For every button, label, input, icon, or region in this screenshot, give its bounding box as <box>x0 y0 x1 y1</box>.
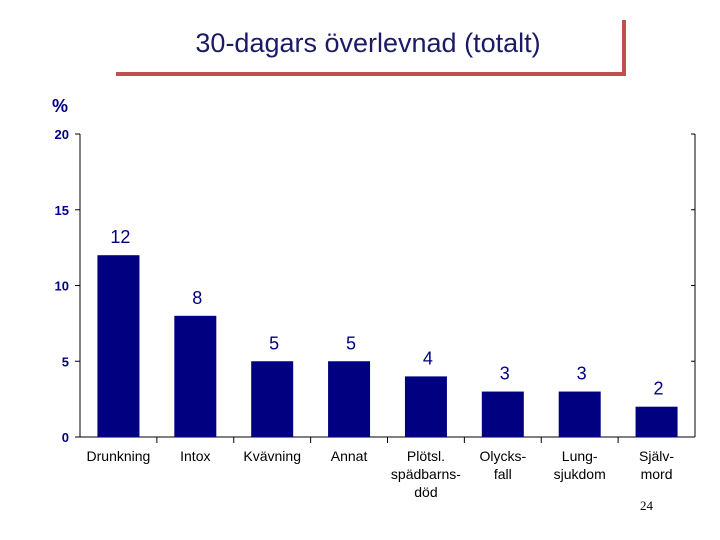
data-label: 8 <box>192 288 202 308</box>
bar <box>558 391 601 437</box>
category-label: Olycks- <box>479 448 526 464</box>
category-label: fall <box>494 466 512 482</box>
category-label: Drunkning <box>87 448 151 464</box>
data-label: 12 <box>110 227 130 247</box>
y-tick-label: 10 <box>55 279 69 294</box>
category-label: död <box>414 484 437 500</box>
title-underline-bar <box>116 72 626 76</box>
bar <box>404 376 447 437</box>
category-label: sjukdom <box>554 466 606 482</box>
category-label: spädbarns- <box>391 466 461 482</box>
y-tick-label: 5 <box>62 354 69 369</box>
x-axis <box>80 436 695 443</box>
bars <box>97 255 678 437</box>
data-labels: 12 8 5 5 4 3 3 2 <box>110 227 663 399</box>
category-labels: Drunkning Intox Kvävning Annat Plötsl. spädba… <box>87 448 675 500</box>
bar <box>251 361 294 437</box>
category-label: Lung- <box>562 448 598 464</box>
y-axis: 0 5 10 15 20% <box>52 96 696 445</box>
data-label: 4 <box>423 348 433 368</box>
category-label: Annat <box>331 448 368 464</box>
y-tick-label: 15 <box>55 203 69 218</box>
y-tick-label: 0 <box>62 430 69 445</box>
page-number: 24 <box>640 498 653 513</box>
bar <box>97 255 140 437</box>
data-label: 2 <box>654 379 664 399</box>
slide-title: 30-dagars överlevnad (totalt) <box>195 28 541 58</box>
bar <box>635 406 678 437</box>
data-label: 3 <box>500 364 510 384</box>
title-side-bar <box>622 20 626 76</box>
bar <box>328 361 371 437</box>
category-label: Själv- <box>639 448 674 464</box>
data-label: 5 <box>269 333 279 353</box>
category-label: Intox <box>180 448 210 464</box>
data-label: 3 <box>577 364 587 384</box>
category-label: mord <box>641 466 673 482</box>
y-tick-label: 20 <box>55 127 69 142</box>
category-label: Kvävning <box>243 448 301 464</box>
bar <box>174 315 217 437</box>
bar <box>481 391 524 437</box>
data-label: 5 <box>346 333 356 353</box>
y-axis-label: % <box>52 96 68 116</box>
category-label: Plötsl. <box>407 448 445 464</box>
